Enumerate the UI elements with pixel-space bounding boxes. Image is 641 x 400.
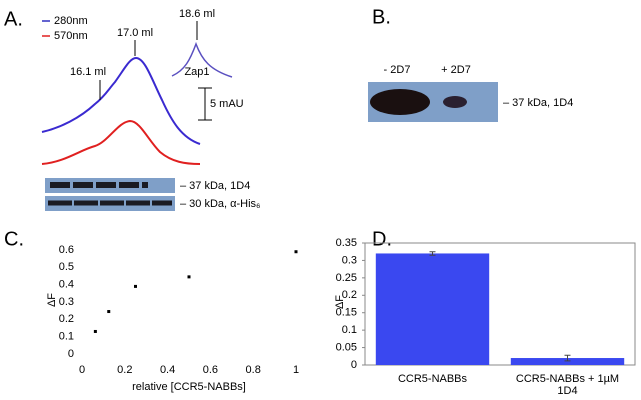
y-tick-label: 0.4	[59, 279, 74, 291]
scale-bar	[198, 87, 212, 121]
lane-label: - 2D7	[384, 64, 411, 76]
x-tick-label: 0	[79, 364, 85, 376]
x-tick-label: 0.2	[117, 364, 132, 376]
trace-zap1	[171, 41, 233, 78]
blot-label: – 37 kDa, 1D4	[180, 180, 250, 192]
y-tick-label: 0.05	[336, 341, 357, 353]
trace-570	[41, 119, 201, 165]
point	[93, 329, 97, 333]
y-tick-label: 0.15	[336, 307, 357, 319]
point	[107, 310, 111, 314]
panel-label: A.	[4, 8, 23, 30]
scale-label: 5 mAU	[210, 98, 244, 110]
x-tick-label: 0.8	[246, 364, 261, 376]
blot-band	[443, 96, 467, 108]
error-bar	[564, 354, 571, 362]
y-tick-label: 0.35	[336, 237, 357, 249]
panel-label: D.	[372, 228, 392, 250]
y-axis-label: ΔF	[46, 293, 58, 307]
bar	[375, 253, 490, 365]
y-tick-label: 0.3	[342, 254, 357, 266]
y-tick-label: 0.1	[59, 331, 74, 343]
panel-label: C.	[4, 228, 24, 250]
trace-280	[41, 56, 201, 145]
blot-label: – 37 kDa, 1D4	[503, 97, 573, 109]
peak-label: 17.0 ml	[117, 27, 153, 39]
lane-label: + 2D7	[441, 64, 471, 76]
point	[294, 250, 298, 254]
x-tick-label: 1	[293, 364, 299, 376]
x-tick-label: CCR5-NABBs	[398, 373, 468, 385]
y-tick-label: 0.25	[336, 272, 357, 284]
y-tick-label: 0.3	[59, 296, 74, 308]
y-tick-label: 0	[351, 359, 357, 371]
error-bar	[429, 251, 436, 256]
peak-label: 16.1 ml	[70, 66, 106, 78]
y-tick-label: 0.5	[59, 261, 74, 273]
x-tick-label: 0.6	[203, 364, 218, 376]
blot-band	[370, 89, 430, 115]
x-tick-label: CCR5-NABBs + 1µM 1D4	[516, 373, 619, 397]
point	[187, 275, 191, 279]
y-tick-label: 0.2	[342, 289, 357, 301]
zap-label: Zap1	[184, 66, 209, 78]
x-axis-label: relative [CCR5-NABBs]	[132, 381, 246, 393]
peak-label: 18.6 ml	[179, 8, 215, 20]
y-tick-label: 0	[68, 348, 74, 360]
legend-label: 570nm	[54, 30, 88, 42]
panel-label: B.	[372, 6, 391, 28]
blot-label: – 30 kDa, α-His₆	[180, 198, 261, 210]
plot-frame	[364, 242, 636, 366]
y-tick-label: 0.6	[59, 244, 74, 256]
bar	[510, 358, 625, 365]
y-tick-label: 0.1	[342, 324, 357, 336]
y-axis-label: ΔF	[334, 295, 346, 309]
y-tick-label: 0.2	[59, 313, 74, 325]
point	[134, 284, 137, 288]
legend-label: 280nm	[54, 15, 88, 27]
x-tick-label: 0.4	[160, 364, 175, 376]
